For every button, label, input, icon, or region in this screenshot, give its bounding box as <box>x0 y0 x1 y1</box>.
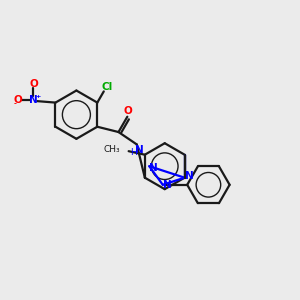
Text: -: - <box>14 101 16 107</box>
Text: N: N <box>149 163 158 173</box>
Text: CH₃: CH₃ <box>104 145 120 154</box>
Text: Cl: Cl <box>101 82 112 92</box>
Text: N: N <box>185 171 194 181</box>
Text: +: + <box>36 94 41 99</box>
Text: N: N <box>29 94 38 105</box>
Text: O: O <box>14 94 22 105</box>
Text: N: N <box>163 180 172 190</box>
Text: O: O <box>29 79 38 89</box>
Text: N: N <box>135 145 143 155</box>
Text: O: O <box>124 106 132 116</box>
Text: H: H <box>130 148 136 157</box>
